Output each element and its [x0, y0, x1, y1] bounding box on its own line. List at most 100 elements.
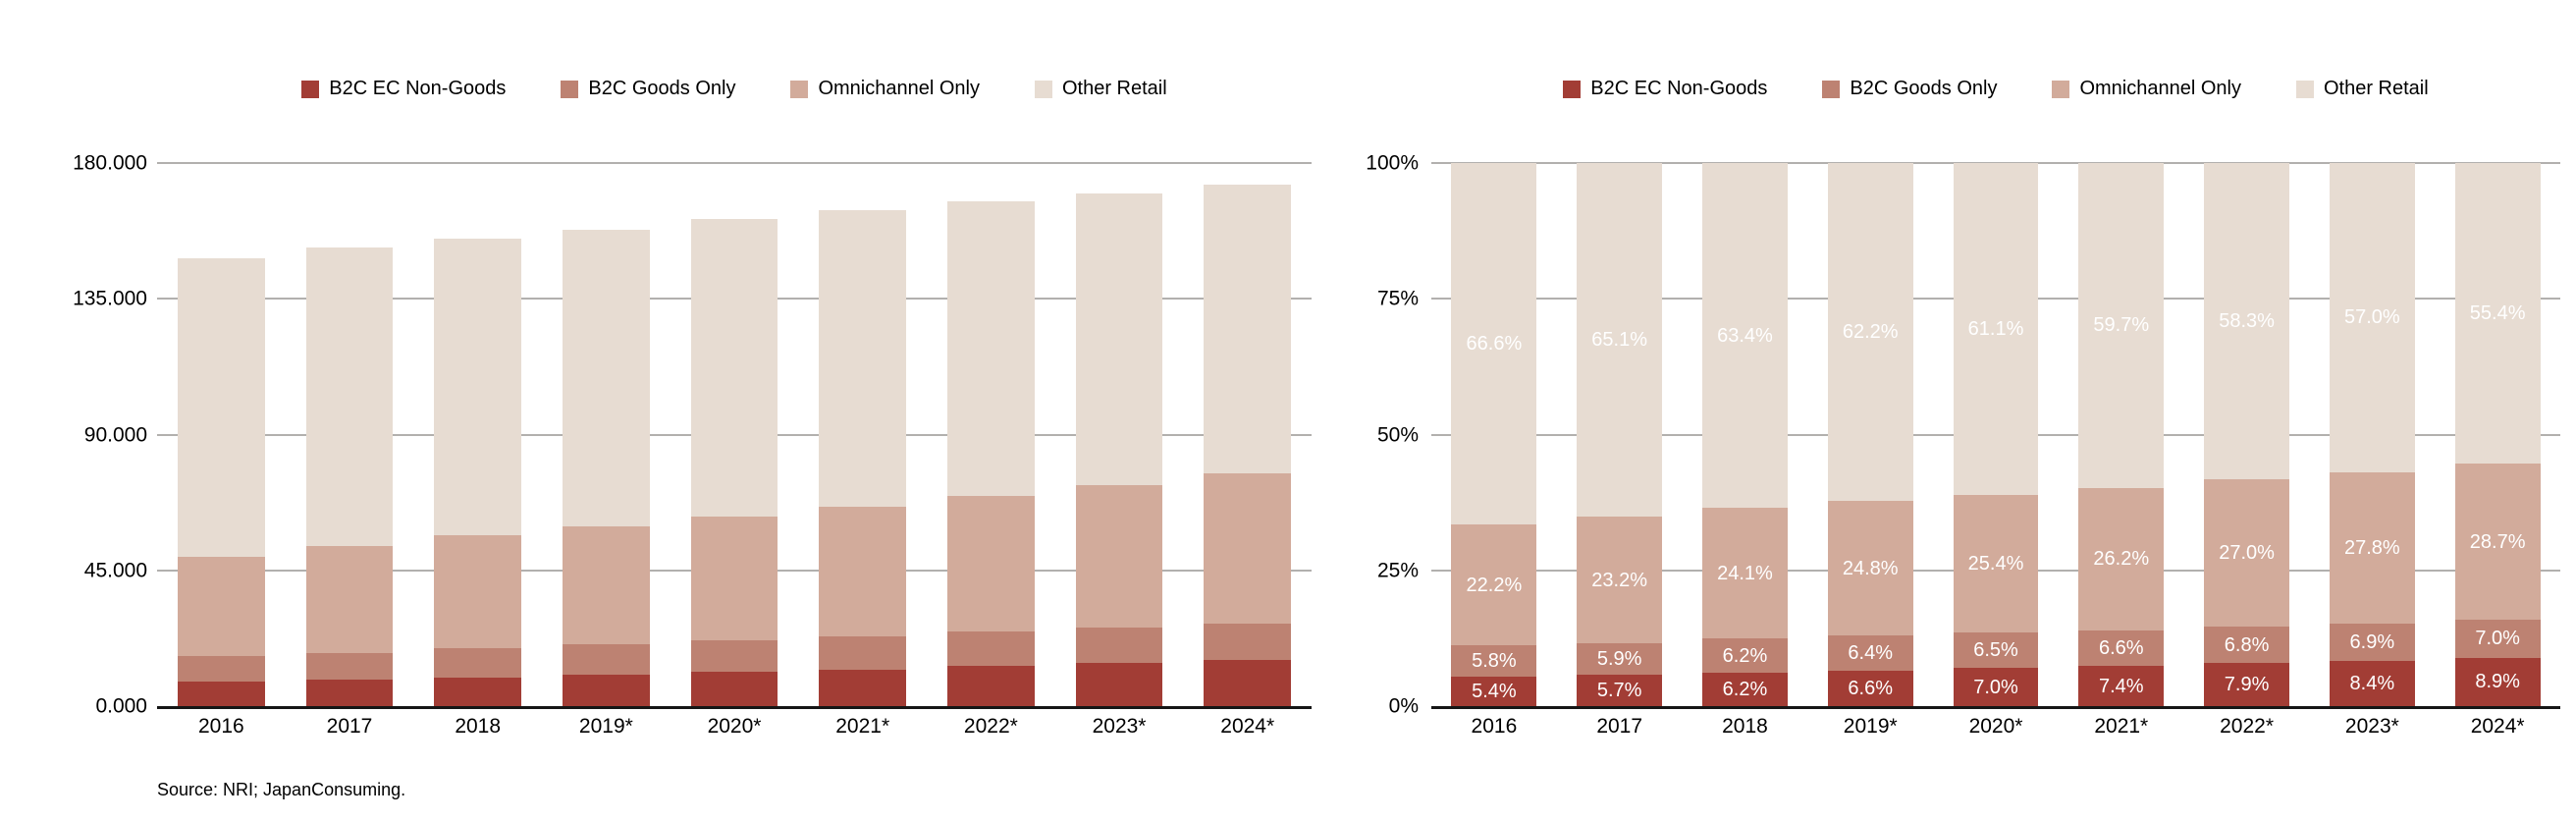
legend-item: B2C Goods Only: [1822, 78, 1997, 100]
bar-segment: 28.7%: [2454, 464, 2541, 621]
bar-segment: [690, 517, 778, 641]
segment-data-label: 6.4%: [1848, 641, 1894, 664]
gridline: [1431, 162, 2560, 164]
segment-data-label: 25.4%: [1967, 553, 2024, 575]
bar-segment: [434, 677, 522, 706]
bar-segment: [177, 656, 265, 683]
bar-segment: 24.1%: [1702, 507, 1788, 639]
bar-slot: 7.4% 6.6% 26.2% 59.7%: [2059, 163, 2184, 706]
legend-swatch-icon: [561, 80, 579, 98]
y-axis: 0.000 45.000 90.000 135.000 180.000: [20, 153, 147, 717]
legend: B2C EC Non-Goods B2C Goods Only Omnichanne…: [1431, 78, 2560, 100]
x-tick-label: 2022*: [2220, 715, 2275, 738]
bar-segment: 6.4%: [1827, 635, 1913, 671]
x-tick-label: 2021*: [2094, 715, 2149, 738]
segment-data-label: 7.4%: [2098, 675, 2144, 697]
segment-data-label: 7.0%: [2475, 628, 2520, 650]
legend-label: Omnichannel Only: [2079, 78, 2241, 99]
segment-data-label: 5.8%: [1472, 650, 1517, 673]
stacked-bar: [819, 163, 907, 706]
x-tick-label: 2016: [197, 715, 244, 738]
legend-item: B2C EC Non-Goods: [1563, 78, 1767, 100]
bar-segment: 6.2%: [1702, 672, 1788, 706]
bar-segment: [562, 644, 650, 676]
stacked-bar: 7.9% 6.8% 27.0% 58.3%: [2204, 163, 2290, 706]
bars-layer: 5.4% 5.8% 22.2% 66.6% 5.7% 5.9% 23.2% 65.1% 6.2%…: [1431, 163, 2560, 706]
segment-data-label: 6.6%: [1848, 677, 1894, 699]
stacked-bar: 5.4% 5.8% 22.2% 66.6%: [1451, 163, 1537, 706]
bar-segment: 23.2%: [1577, 517, 1663, 643]
bar-segment: 58.3%: [2204, 163, 2290, 480]
x-tick-label: 2018: [455, 715, 502, 738]
bar-segment: [305, 652, 394, 681]
segment-data-label: 5.7%: [1596, 680, 1642, 702]
x-tick-label: 2022*: [963, 715, 1018, 738]
bar-segment: [690, 640, 778, 673]
bar-segment: 55.4%: [2454, 163, 2541, 465]
bar-segment: 5.9%: [1577, 642, 1663, 676]
gridline: [157, 162, 1312, 164]
stacked-bar: [1075, 163, 1163, 706]
bar-segment: 27.0%: [2204, 479, 2290, 627]
bar-segment: [562, 229, 650, 526]
segment-data-label: 6.9%: [2349, 630, 2395, 653]
source-note: Source: NRI; JapanConsuming.: [157, 780, 406, 799]
bar-segment: [177, 257, 265, 557]
bar-slot: 5.7% 5.9% 23.2% 65.1%: [1557, 163, 1683, 706]
segment-data-label: 6.2%: [1722, 644, 1768, 667]
bar-segment: [819, 669, 907, 706]
y-tick-label: 25%: [1376, 559, 1419, 582]
stacked-bar: 5.7% 5.9% 23.2% 65.1%: [1577, 163, 1663, 706]
bar-segment: 62.2%: [1827, 163, 1913, 501]
stacked-bar: 7.4% 6.6% 26.2% 59.7%: [2078, 163, 2165, 706]
bar-segment: 57.0%: [2329, 163, 2415, 472]
x-tick-label: 2020*: [1968, 715, 2023, 738]
legend-item: Other Retail: [1034, 78, 1167, 100]
bar-segment: 5.7%: [1577, 675, 1663, 706]
bar-slot: 6.6% 6.4% 24.8% 62.2%: [1807, 163, 1933, 706]
stacked-bar: 7.0% 6.5% 25.4% 61.1%: [1953, 163, 2039, 706]
percent-stacked-bar-chart: B2C EC Non-Goods B2C Goods Only Omnichanne…: [1323, 0, 2576, 822]
segment-data-label: 8.9%: [2475, 671, 2520, 693]
segment-data-label: 28.7%: [2469, 530, 2526, 553]
bar-slot: 7.0% 6.5% 25.4% 61.1%: [1933, 163, 2059, 706]
x-tick-label: 2018: [1722, 715, 1768, 738]
x-axis: 2016 2017 2018 2019* 2020* 2021* 2022* 2023* 202…: [157, 715, 1312, 739]
stacked-bar: [1204, 163, 1292, 706]
bar-segment: [1204, 473, 1292, 624]
legend-swatch-icon: [2052, 80, 2070, 98]
bar-segment: [305, 247, 394, 547]
bar-segment: [177, 682, 265, 706]
segment-data-label: 66.6%: [1466, 333, 1523, 356]
bar-segment: [946, 631, 1035, 667]
segment-data-label: 58.3%: [2219, 310, 2275, 333]
bar-segment: 6.8%: [2204, 626, 2290, 664]
legend-item: Omnichannel Only: [790, 78, 980, 100]
segment-data-label: 8.4%: [2349, 672, 2395, 694]
bars-layer: [157, 163, 1312, 706]
stacked-bar: [562, 163, 650, 706]
bar-segment: 8.9%: [2454, 657, 2541, 706]
bar-segment: 5.4%: [1451, 677, 1537, 706]
legend-item: B2C EC Non-Goods: [301, 78, 506, 100]
y-tick-label: 180.000: [73, 151, 147, 175]
bar-slot: [1183, 163, 1312, 706]
legend-item: B2C Goods Only: [561, 78, 735, 100]
segment-data-label: 23.2%: [1591, 569, 1648, 591]
legend-label: Other Retail: [2323, 78, 2429, 99]
bar-slot: [671, 163, 799, 706]
bar-segment: 22.2%: [1451, 524, 1537, 646]
legend-label: Omnichannel Only: [818, 78, 980, 99]
segment-data-label: 24.1%: [1717, 562, 1773, 584]
bar-segment: [1204, 623, 1292, 660]
x-tick-label: 2020*: [707, 715, 762, 738]
y-tick-label: 135.000: [73, 287, 147, 310]
bar-slot: [1055, 163, 1184, 706]
bar-slot: [286, 163, 414, 706]
segment-data-label: 6.5%: [1973, 639, 2018, 662]
y-tick-label: 45.000: [83, 559, 147, 582]
segment-data-label: 7.9%: [2224, 674, 2270, 696]
stacked-bar: 8.9% 7.0% 28.7% 55.4%: [2454, 163, 2541, 706]
x-tick-label: 2016: [1471, 715, 1518, 738]
legend-label: B2C Goods Only: [588, 78, 736, 99]
